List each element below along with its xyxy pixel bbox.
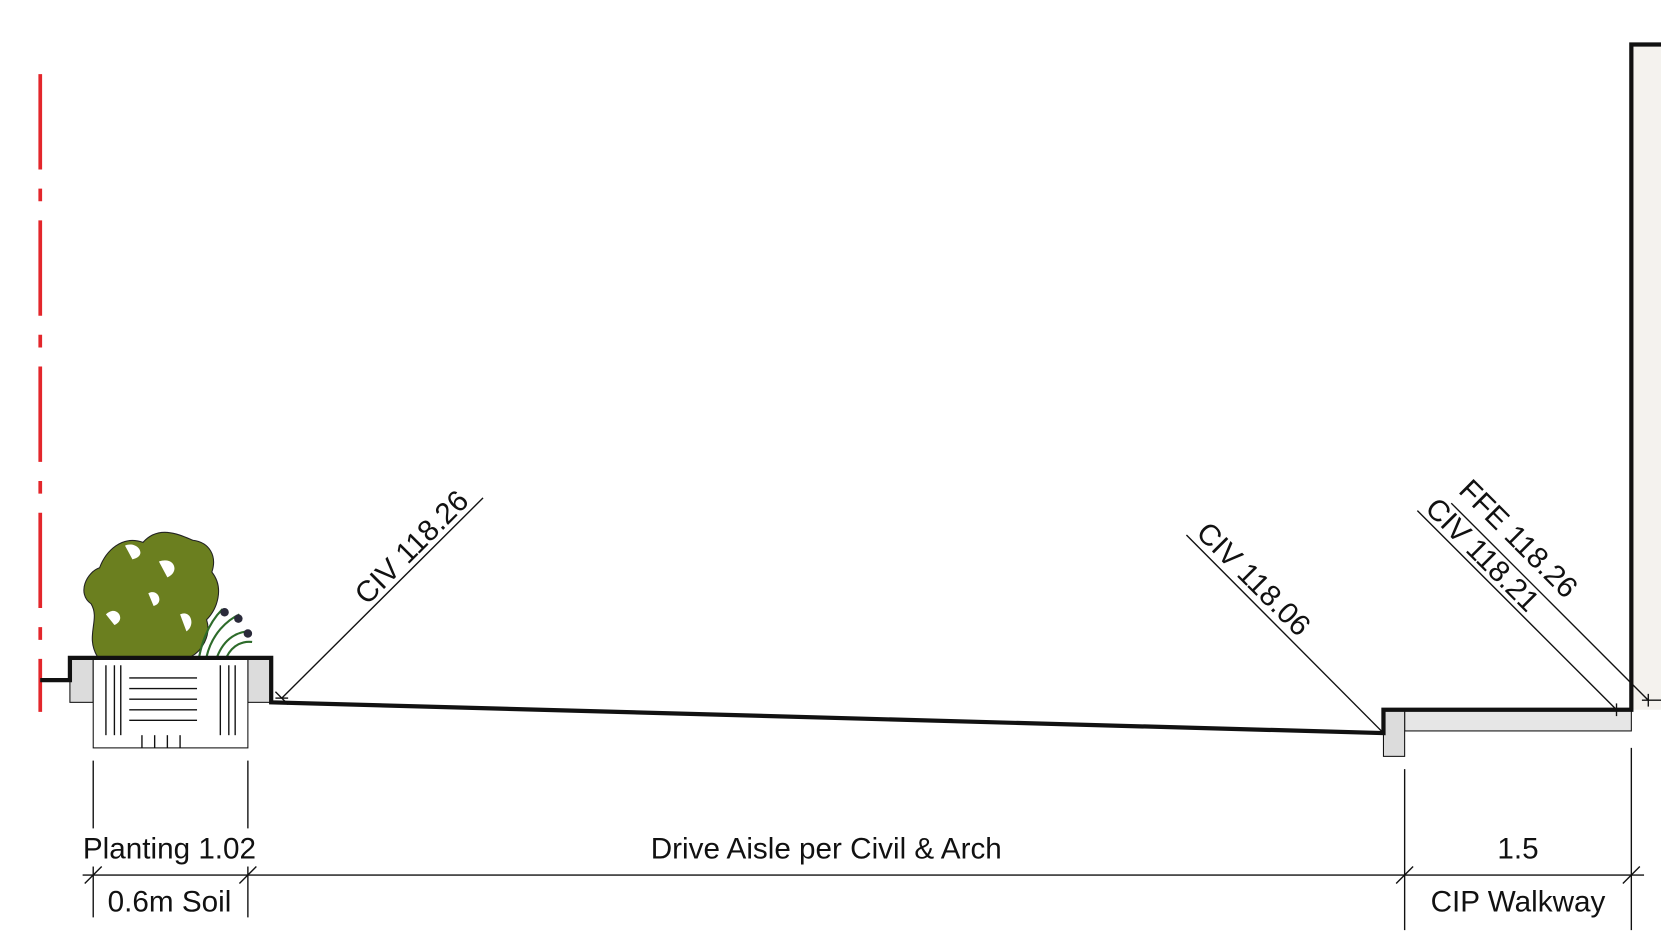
curb [69,657,94,703]
dimension-lines [82,747,1645,931]
curb [1382,709,1406,757]
annotation: CIV 118.06 [1190,516,1317,643]
planter-box [92,657,249,749]
dimension-sublabel: CIP Walkway [1431,885,1606,918]
grade-line [40,42,1661,736]
leaders [274,497,1661,734]
dimension-label: Planting 1.02 [83,832,256,865]
walkway-slab [1404,709,1632,732]
annotation: CIV 118.26 [349,484,476,611]
plant [83,531,253,658]
curb [247,657,272,703]
dimension-label: Drive Aisle per Civil & Arch [651,832,1002,865]
dimension-sublabel: 0.6m Soil [108,885,232,918]
dimension-label: 1.5 [1497,832,1538,865]
building-wall [1631,44,1661,710]
soil-hatch [105,665,236,748]
